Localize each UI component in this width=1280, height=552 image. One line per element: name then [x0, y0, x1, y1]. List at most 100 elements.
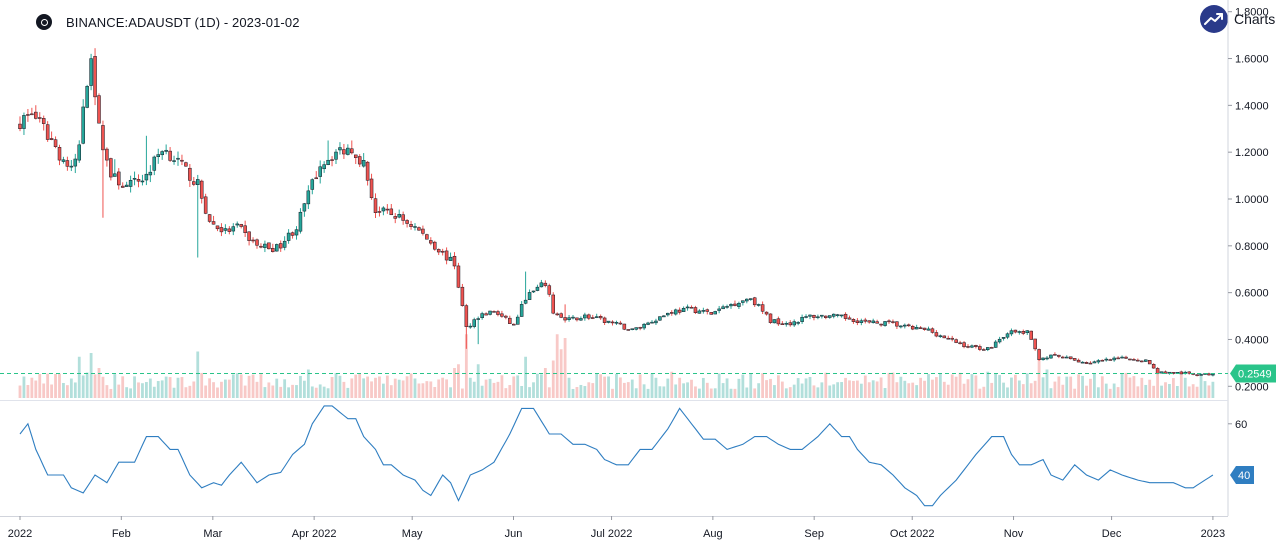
candle [914, 327, 919, 330]
candle [638, 327, 642, 329]
candle [962, 342, 966, 348]
candle [30, 113, 34, 116]
volume-bar [216, 387, 219, 398]
volume-bar [145, 382, 148, 398]
candle [776, 318, 781, 325]
volume-bar [1093, 373, 1096, 398]
volume-bar [784, 388, 788, 398]
volume-bar [425, 381, 429, 398]
volume-bar [1156, 373, 1159, 398]
volume-bar [409, 373, 413, 398]
time-tick-label: Sep [804, 528, 824, 540]
volume-bar [354, 374, 358, 398]
candle [45, 124, 50, 140]
volume-bar [942, 381, 946, 398]
candle [851, 319, 856, 322]
candle [34, 111, 38, 119]
candle [705, 309, 710, 312]
candle [389, 208, 394, 216]
volume-bar [500, 375, 504, 398]
time-tick-label: Nov [1004, 528, 1024, 540]
volume-bar [622, 382, 626, 398]
candle [551, 294, 555, 314]
volume-bar [698, 388, 701, 398]
candle [298, 211, 303, 232]
volume-bar [1096, 387, 1100, 398]
candle [350, 148, 354, 154]
candle [622, 323, 627, 330]
candle [1001, 337, 1006, 339]
candle [780, 323, 785, 325]
volume-bar [176, 377, 180, 398]
candle [1009, 330, 1014, 335]
candle [77, 144, 81, 161]
candle [81, 106, 85, 144]
candle [697, 310, 702, 314]
volume-bar [1152, 385, 1156, 398]
volume-bar [1140, 377, 1144, 398]
volume-bar [141, 383, 144, 398]
volume-bar [863, 375, 867, 398]
volume-bar [46, 373, 50, 398]
candle [883, 321, 887, 326]
candle [211, 221, 216, 225]
candle [713, 311, 717, 315]
volume-bar [468, 377, 472, 398]
volume-bar [196, 351, 200, 398]
volume-bar [287, 387, 290, 398]
candle [745, 298, 749, 302]
candle [306, 190, 311, 205]
candle [618, 322, 623, 325]
volume-bar [346, 387, 350, 398]
volume-bar [954, 376, 958, 398]
volume-bar [405, 376, 409, 398]
volume-bar [1132, 376, 1136, 398]
time-tick-label: Jun [505, 528, 523, 540]
volume-bar [701, 377, 705, 398]
volume-bar [1203, 381, 1207, 398]
volume-bar [227, 379, 231, 398]
candle [180, 159, 184, 162]
candle [1187, 371, 1191, 374]
volume-bar [129, 388, 132, 398]
price-tick-label: 1.0000 [1235, 194, 1269, 206]
candle [140, 180, 145, 183]
candle [456, 265, 461, 288]
volume-bar [1049, 388, 1053, 398]
candle [128, 180, 133, 187]
volume-bar [587, 382, 591, 398]
candle [290, 232, 295, 236]
volume-bar [1025, 373, 1029, 398]
volume-bar [370, 381, 373, 398]
volume-bar [472, 381, 476, 398]
candle [1037, 349, 1041, 360]
candle [263, 243, 267, 248]
volume-bar [34, 380, 38, 398]
candle [365, 161, 370, 181]
volume-bar [437, 379, 441, 398]
volume-bar [899, 376, 903, 398]
volume-bar [812, 385, 816, 398]
candle [65, 160, 70, 167]
indicator-value-tag [1230, 466, 1254, 484]
volume-bar [765, 380, 768, 398]
candle [539, 282, 544, 288]
volume-bar [859, 383, 863, 398]
volume-bar [970, 374, 974, 398]
volume-bar [1207, 385, 1211, 398]
candle [974, 345, 978, 347]
volume-bar [626, 382, 630, 398]
candle [22, 115, 26, 129]
candle [768, 313, 773, 323]
volume-bar [607, 376, 610, 398]
settings-icon[interactable] [36, 14, 52, 30]
candle [673, 309, 678, 315]
volume-bar [927, 374, 930, 398]
candle [606, 320, 611, 323]
candle [271, 248, 275, 252]
candle [1013, 329, 1018, 333]
candle [571, 316, 575, 319]
candle [227, 228, 232, 232]
volume-bar [591, 383, 595, 398]
